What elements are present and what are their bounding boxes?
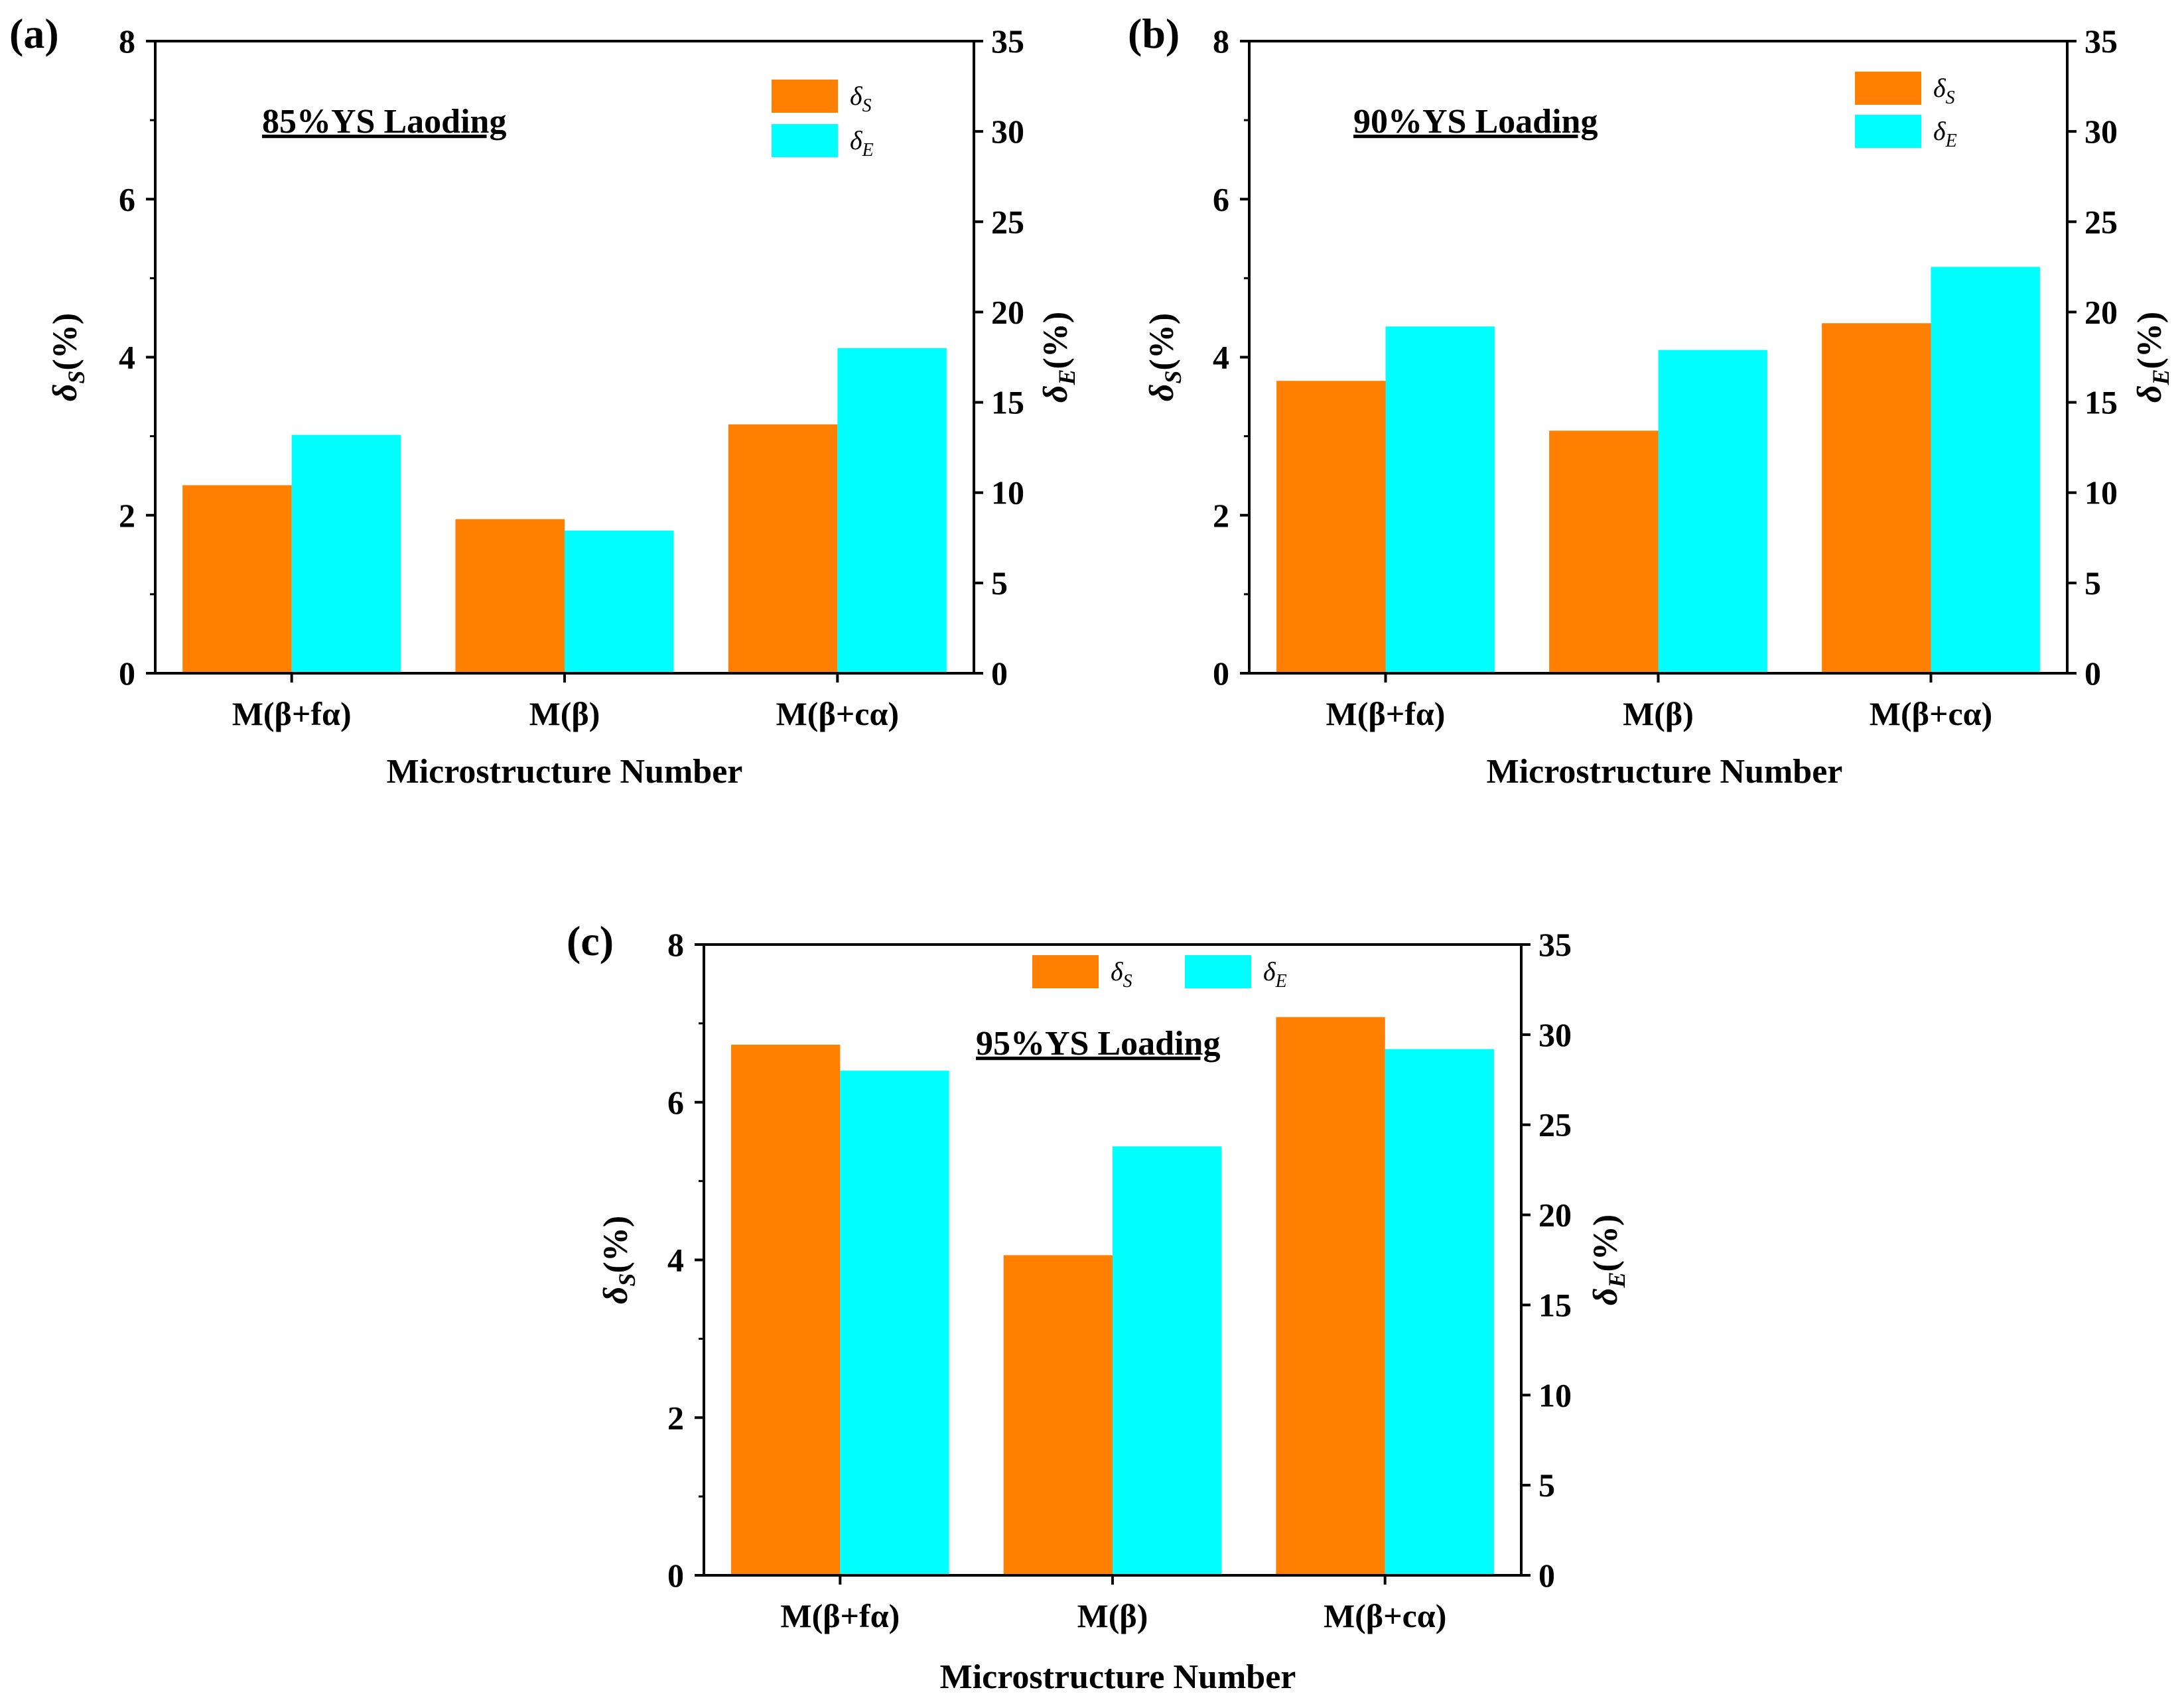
y-left-tick-label: 6 (667, 1084, 684, 1121)
bar-s-2 (1003, 1255, 1113, 1575)
y-left-tick-label: 2 (119, 497, 135, 534)
y-left-tick-label: 8 (119, 23, 135, 60)
legend-swatch-s (1032, 955, 1099, 988)
y-right-tick-label: 20 (2084, 293, 2118, 330)
bar-e-1 (1385, 326, 1495, 673)
x-axis-label: Microstructure Number (940, 1658, 1296, 1696)
legend-label-e: δE (850, 125, 874, 161)
bar-e-3 (1931, 267, 2040, 673)
y-left-axis-label: δS(%) (1143, 313, 1186, 401)
x-tick-label: M(β) (1623, 695, 1694, 732)
y-right-tick-label: 20 (991, 293, 1024, 330)
y-right-tick-label: 25 (2084, 203, 2118, 240)
y-right-axis-label: δE(%) (1037, 312, 1080, 403)
y-left-tick-label: 2 (667, 1399, 684, 1436)
bar-e-2 (1113, 1146, 1222, 1575)
panel-label: (c) (567, 917, 614, 964)
y-right-tick-label: 30 (1538, 1016, 1572, 1053)
legend-swatch-s (772, 80, 838, 113)
bar-s-2 (455, 519, 565, 673)
y-right-tick-label: 35 (991, 23, 1024, 60)
y-left-tick-label: 8 (1213, 23, 1229, 60)
panel-b: M(β+fα) M(β) M(β+cα) 0 2 4 6 8 0 5 10 15 20 25 30 35 Mic… (1128, 10, 2174, 791)
bar-s-3 (1276, 1017, 1385, 1575)
y-right-axis-label: δE(%) (1587, 1214, 1630, 1305)
x-tick-label: M(β) (1077, 1597, 1148, 1634)
bar-e-3 (1385, 1049, 1494, 1575)
legend-label-e: δE (1933, 116, 1957, 151)
y-left-tick-label: 0 (1213, 655, 1229, 692)
panel-a: M(β+fα) M(β) M(β+cα) 0 2 4 6 8 0 5 10 15 20 25 30 35 Mic… (9, 10, 1080, 791)
bar-e-3 (837, 348, 947, 673)
x-axis-label: Microstructure Number (387, 753, 743, 791)
y-right-tick-label: 25 (991, 203, 1024, 240)
y-left-tick-label: 6 (1213, 180, 1229, 218)
bar-s-2 (1549, 430, 1659, 673)
y-right-tick-label: 30 (991, 113, 1024, 150)
legend-swatch-e (772, 124, 838, 157)
y-left-tick-label: 0 (119, 655, 135, 692)
y-left-tick-label: 2 (1213, 497, 1229, 534)
y-right-tick-label: 15 (2084, 384, 2118, 421)
loading-annotation: 85%YS Laoding (262, 103, 506, 141)
legend-label-s: δS (1111, 956, 1132, 992)
bar-s-3 (728, 424, 838, 673)
panel-label: (a) (9, 10, 59, 57)
bar-e-2 (1658, 350, 1767, 673)
y-right-tick-label: 35 (2084, 23, 2118, 60)
y-right-tick-label: 20 (1538, 1197, 1572, 1234)
legend-label-s: δS (850, 81, 872, 116)
legend-label-s: δS (1933, 73, 1955, 108)
x-tick-label: M(β) (529, 695, 600, 732)
bar-s-1 (1276, 381, 1386, 673)
y-right-tick-label: 35 (1538, 926, 1572, 963)
x-tick-label: M(β+fα) (1326, 695, 1446, 732)
x-tick-label: M(β+fα) (780, 1597, 900, 1634)
bar-s-1 (731, 1044, 841, 1575)
y-right-tick-label: 15 (1538, 1286, 1572, 1323)
y-left-axis-label: δS(%) (597, 1216, 640, 1304)
legend-swatch-e (1855, 115, 1921, 148)
y-left-tick-label: 0 (667, 1557, 684, 1594)
bar-e-1 (840, 1071, 949, 1575)
y-right-tick-label: 10 (1538, 1376, 1572, 1413)
bar-s-3 (1822, 323, 1931, 673)
legend-swatch-e (1185, 955, 1251, 988)
bar-s-1 (182, 485, 292, 673)
x-tick-label: M(β+cα) (1324, 1597, 1446, 1634)
y-right-tick-label: 10 (2084, 474, 2118, 511)
y-right-tick-label: 25 (1538, 1106, 1572, 1144)
bar-e-2 (565, 530, 674, 673)
y-left-tick-label: 8 (667, 926, 684, 963)
y-right-axis-label: δE(%) (2131, 312, 2174, 403)
y-right-tick-label: 0 (1538, 1557, 1555, 1594)
loading-annotation: 90%YS Loading (1353, 103, 1598, 141)
y-right-tick-label: 5 (991, 564, 1008, 602)
legend-label-e: δE (1263, 956, 1287, 992)
y-right-tick-label: 30 (2084, 113, 2118, 150)
y-right-tick-label: 0 (991, 655, 1008, 692)
y-right-tick-label: 0 (2084, 655, 2101, 692)
x-axis-label: Microstructure Number (1487, 753, 1843, 791)
x-tick-label: M(β+cα) (776, 695, 899, 732)
y-left-tick-label: 4 (1213, 339, 1229, 376)
bar-e-1 (291, 434, 401, 673)
y-left-axis-label: δS(%) (46, 313, 90, 401)
y-left-tick-label: 6 (119, 180, 135, 218)
x-tick-label: M(β+cα) (1870, 695, 1992, 732)
legend-swatch-s (1855, 72, 1921, 105)
y-left-tick-label: 4 (667, 1242, 684, 1279)
panel-label: (b) (1128, 10, 1180, 57)
y-right-tick-label: 5 (2084, 564, 2101, 602)
x-tick-label: M(β+fα) (232, 695, 352, 732)
y-right-tick-label: 5 (1538, 1467, 1555, 1504)
y-left-tick-label: 4 (119, 339, 135, 376)
y-right-tick-label: 10 (991, 474, 1024, 511)
panel-c: M(β+fα) M(β) M(β+cα) 0 2 4 6 8 0 5 10 15 20 25 30 35 Mic… (567, 917, 1630, 1696)
y-right-tick-label: 15 (991, 384, 1024, 421)
loading-annotation: 95%YS Loading (976, 1025, 1220, 1063)
